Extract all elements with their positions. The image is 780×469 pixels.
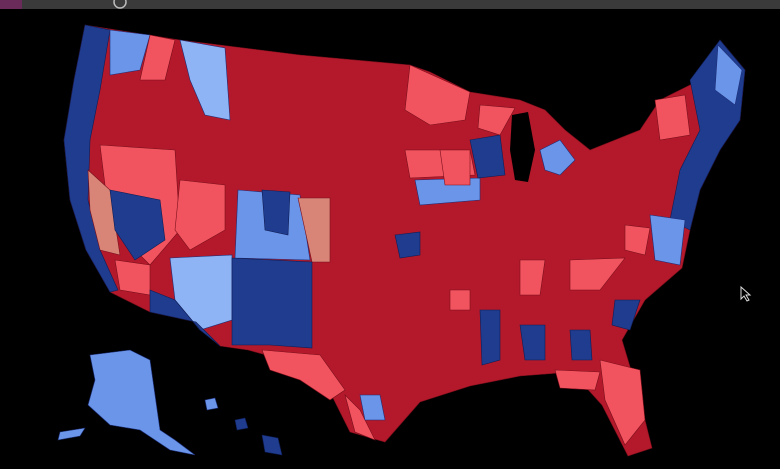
district-region (477, 104, 516, 136)
district-region (519, 324, 546, 361)
district-region (169, 254, 233, 331)
hawaii (261, 434, 283, 456)
toolbar-button[interactable] (113, 0, 127, 9)
district-region (404, 64, 471, 126)
district-region (109, 29, 151, 76)
district-region (599, 359, 646, 446)
lake (510, 112, 535, 182)
district-region (139, 34, 176, 81)
alaska (87, 349, 196, 456)
district-region (174, 179, 226, 251)
district-region (231, 257, 313, 349)
district-region (359, 394, 386, 421)
district-region (479, 309, 501, 366)
district-region (449, 289, 471, 311)
district-region (114, 259, 151, 296)
district-region (149, 289, 221, 347)
alaska-islands (57, 427, 86, 441)
toolbar-icon (0, 0, 22, 9)
district-region (569, 329, 593, 361)
district-region (539, 139, 576, 176)
district-region (261, 189, 291, 236)
district-region (109, 189, 166, 261)
district-region (469, 134, 506, 179)
district-region (714, 44, 743, 106)
district-region (611, 299, 641, 331)
district-region (261, 349, 346, 401)
hawaii (204, 397, 219, 411)
district-region (394, 231, 421, 259)
toolbar (0, 0, 780, 9)
district-region (87, 169, 121, 256)
district-region (569, 257, 626, 291)
district-region (179, 39, 231, 121)
hawaii (234, 417, 249, 431)
district-region (554, 369, 601, 391)
district-region (439, 149, 471, 186)
cursor (740, 285, 752, 302)
district-region (624, 224, 651, 256)
district-region (297, 197, 331, 263)
district-region (344, 393, 376, 441)
district-region (654, 94, 691, 141)
district-region (649, 214, 686, 266)
district-region (519, 259, 546, 296)
